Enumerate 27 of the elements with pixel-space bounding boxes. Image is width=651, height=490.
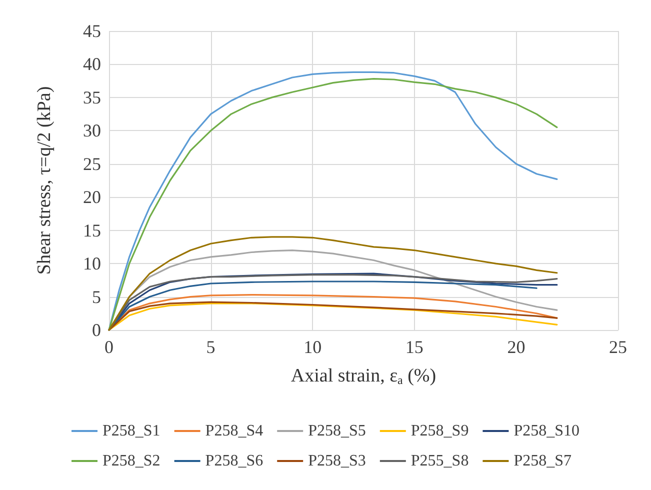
x-tick-label: 20 (507, 337, 526, 357)
legend-label: P258_S4 (205, 422, 264, 440)
x-tick-label: 10 (304, 337, 322, 357)
y-tick-label: 5 (92, 286, 101, 307)
legend-label: P258_S3 (308, 452, 366, 470)
x-tick-label: 5 (206, 337, 216, 357)
y-tick-label: 25 (83, 154, 101, 174)
y-tick-label: 45 (83, 21, 101, 41)
y-tick-label: 15 (83, 220, 101, 240)
legend-label: P258_S6 (205, 452, 264, 470)
legend-label: P258_S5 (308, 422, 366, 440)
y-tick-label: 20 (83, 187, 101, 208)
y-tick-label: 30 (83, 120, 101, 141)
y-tick-label: 40 (83, 54, 101, 74)
x-tick-label: 0 (104, 337, 114, 357)
legend-label: P258_S1 (102, 422, 160, 440)
y-tick-label: 35 (83, 87, 101, 108)
legend-label: P258_S7 (514, 452, 572, 470)
legend-label: P258_S2 (102, 452, 160, 470)
x-tick-label: 15 (405, 337, 424, 357)
y-axis-title: Shear stress, τ=q/2 (kPa) (34, 86, 55, 275)
y-tick-label: 10 (83, 254, 101, 274)
legend-label: P255_S8 (410, 452, 469, 470)
legend-label: P258_S9 (410, 422, 469, 440)
y-tick-label: 0 (92, 320, 101, 340)
x-tick-label: 25 (609, 337, 627, 357)
legend-label: P258_S10 (514, 422, 580, 440)
